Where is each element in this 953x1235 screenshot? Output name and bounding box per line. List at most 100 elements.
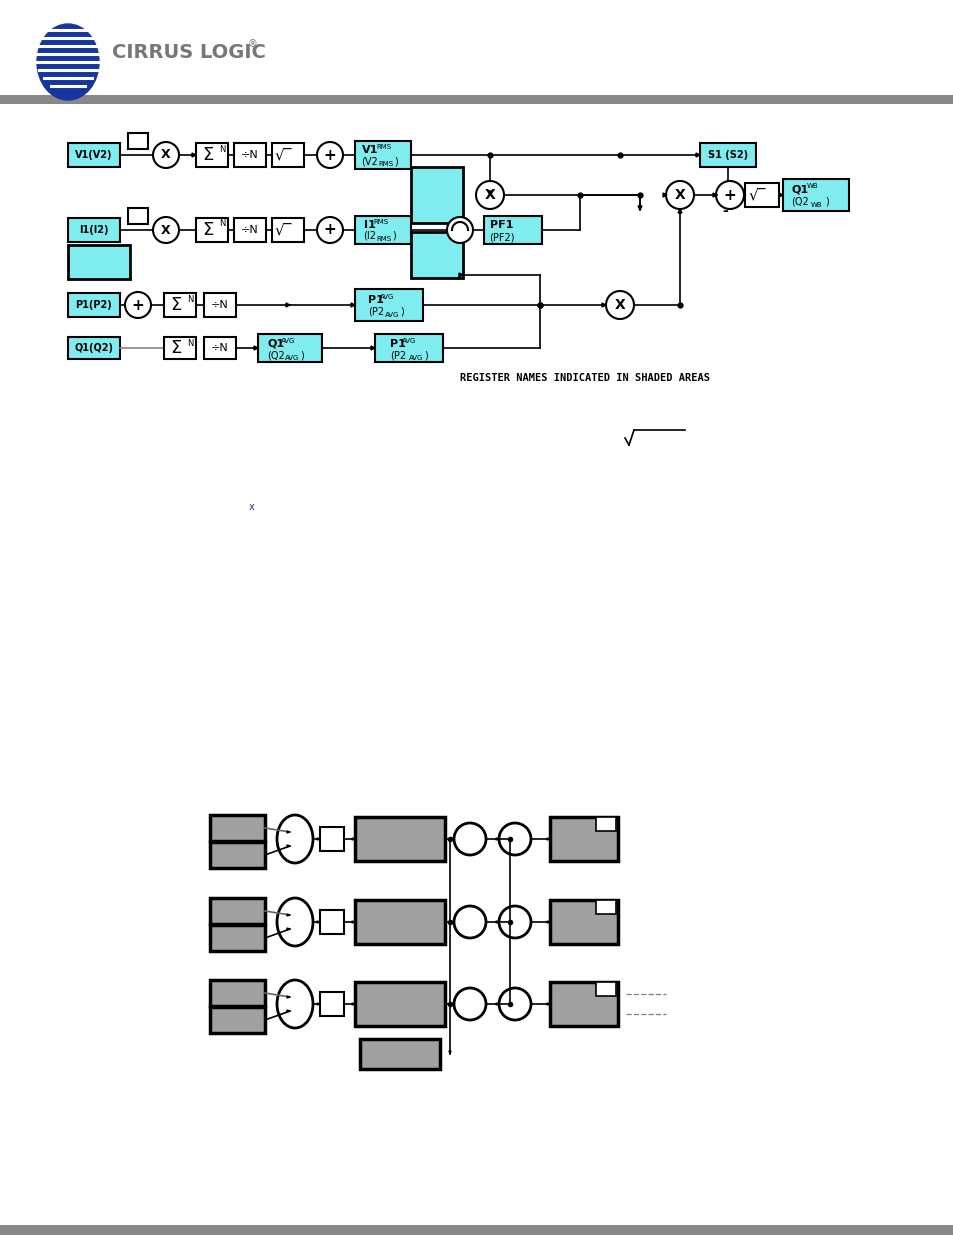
Text: V1(V2): V1(V2)	[75, 149, 112, 161]
Bar	[782, 179, 848, 211]
Polygon shape	[287, 845, 290, 847]
Bar	[411, 167, 462, 224]
Polygon shape	[712, 193, 717, 198]
Circle shape	[605, 291, 634, 319]
Ellipse shape	[276, 981, 313, 1028]
Bar	[210, 842, 265, 868]
Polygon shape	[371, 346, 375, 350]
Circle shape	[716, 182, 743, 209]
Bar	[550, 818, 618, 861]
Text: Q1(Q2): Q1(Q2)	[74, 343, 113, 353]
Circle shape	[125, 291, 151, 317]
Polygon shape	[546, 1003, 550, 1005]
Circle shape	[316, 142, 343, 168]
Bar	[210, 925, 265, 951]
Text: ): )	[394, 156, 397, 165]
Text: X: X	[484, 188, 495, 203]
Polygon shape	[496, 921, 498, 923]
Text: N: N	[187, 294, 193, 304]
Text: ): )	[824, 198, 828, 207]
Bar	[68, 245, 130, 279]
Text: Σ: Σ	[171, 296, 181, 314]
Text: ÷N: ÷N	[211, 300, 229, 310]
Polygon shape	[287, 831, 290, 832]
Text: Σ: Σ	[171, 338, 181, 357]
Text: RMS: RMS	[378, 161, 394, 167]
Bar	[596, 818, 616, 831]
Polygon shape	[352, 839, 355, 840]
Text: AVG: AVG	[280, 338, 294, 345]
Text: I1: I1	[364, 220, 375, 230]
Bar	[355, 900, 444, 944]
Bar	[355, 818, 444, 861]
Bar	[411, 232, 462, 278]
Polygon shape	[287, 995, 290, 998]
Bar	[596, 900, 616, 914]
Polygon shape	[449, 1051, 451, 1053]
Polygon shape	[316, 1003, 319, 1005]
Text: (P2: (P2	[390, 350, 406, 359]
Polygon shape	[287, 914, 290, 916]
Text: √‾: √‾	[747, 188, 765, 203]
Text: Σ: Σ	[202, 221, 213, 240]
Polygon shape	[352, 921, 355, 923]
Circle shape	[152, 142, 179, 168]
Bar	[68, 337, 120, 359]
Polygon shape	[451, 1003, 454, 1005]
Bar	[355, 982, 444, 1026]
Bar	[319, 910, 344, 934]
Polygon shape	[351, 303, 355, 308]
Bar	[319, 992, 344, 1016]
Text: X: X	[161, 148, 171, 162]
Bar	[68, 143, 120, 167]
Text: N: N	[187, 338, 193, 347]
Polygon shape	[546, 921, 550, 923]
Bar	[204, 293, 235, 317]
Polygon shape	[352, 1003, 355, 1005]
Bar	[700, 143, 755, 167]
Bar	[375, 333, 442, 362]
Text: RMS: RMS	[376, 144, 391, 149]
Polygon shape	[316, 839, 319, 840]
Ellipse shape	[276, 815, 313, 863]
Text: V1: V1	[361, 144, 377, 156]
Bar	[483, 216, 541, 245]
Polygon shape	[458, 273, 462, 277]
Circle shape	[316, 217, 343, 243]
Text: (P2: (P2	[368, 308, 384, 317]
Bar	[204, 337, 235, 359]
Ellipse shape	[37, 23, 99, 100]
Bar	[355, 216, 411, 245]
Text: √‾: √‾	[274, 222, 292, 237]
Text: (Q2: (Q2	[790, 198, 808, 207]
Bar	[550, 982, 618, 1026]
Circle shape	[447, 217, 473, 243]
Text: REGISTER NAMES INDICATED IN SHADED AREAS: REGISTER NAMES INDICATED IN SHADED AREAS	[459, 373, 709, 383]
Text: S1 (S2): S1 (S2)	[707, 149, 747, 161]
Bar	[68, 219, 120, 242]
Circle shape	[498, 988, 531, 1020]
Bar	[210, 981, 265, 1007]
Text: AVG: AVG	[384, 312, 398, 317]
Text: X: X	[161, 224, 171, 236]
Bar	[0, 1225, 953, 1235]
Polygon shape	[253, 346, 257, 350]
Bar	[195, 143, 228, 167]
Bar	[272, 219, 304, 242]
Bar	[233, 219, 266, 242]
Text: AVG: AVG	[379, 294, 394, 300]
Text: Q1: Q1	[791, 184, 808, 194]
Polygon shape	[496, 1003, 498, 1005]
Text: ): )	[424, 350, 428, 359]
Text: ÷N: ÷N	[241, 149, 258, 161]
Text: PF1: PF1	[490, 220, 513, 230]
Polygon shape	[287, 927, 290, 930]
Text: P1: P1	[390, 338, 406, 350]
Circle shape	[152, 217, 179, 243]
Text: AVG: AVG	[285, 354, 299, 361]
Text: ): )	[399, 308, 403, 317]
Text: Q1: Q1	[267, 338, 284, 350]
Bar	[359, 1039, 439, 1070]
Bar	[68, 293, 120, 317]
Text: P1(P2): P1(P2)	[75, 300, 112, 310]
